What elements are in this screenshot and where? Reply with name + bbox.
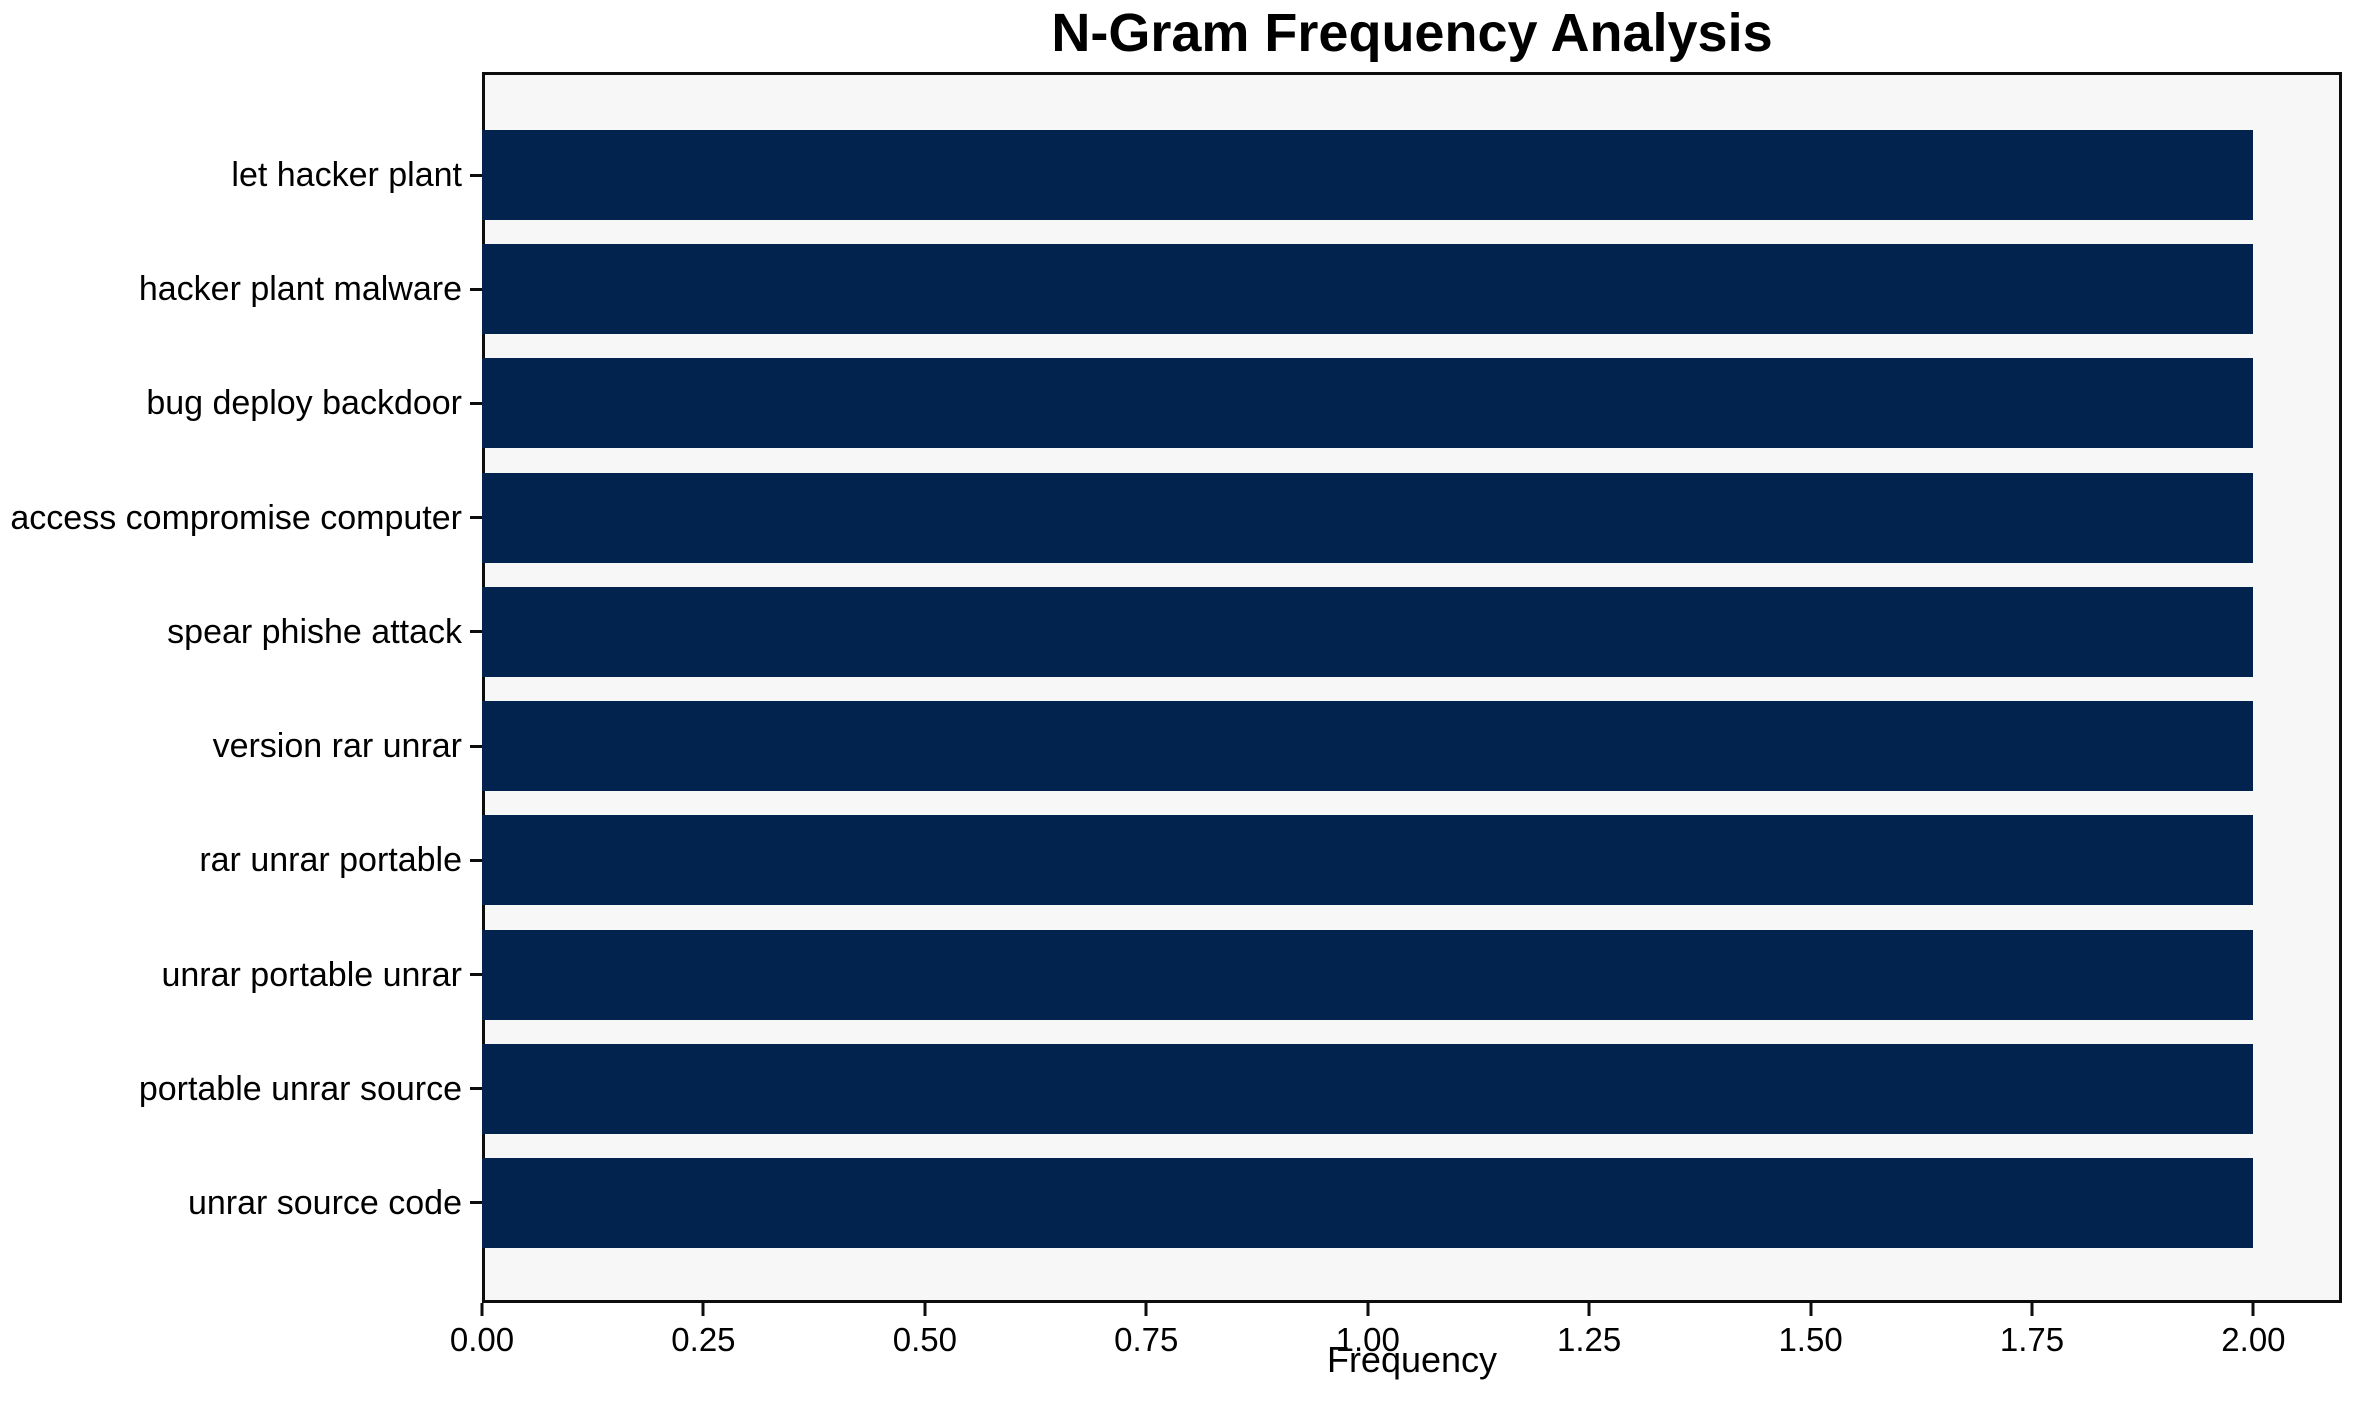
- y-tick-mark: [470, 401, 482, 405]
- bar-row: bug deploy backdoor: [0, 358, 2362, 449]
- bar-row: spear phishe attack: [0, 586, 2362, 677]
- x-tick-label: 1.50: [1778, 1321, 1843, 1358]
- bar: [482, 701, 2254, 792]
- y-tick-label: version rar unrar: [212, 727, 462, 766]
- bar-row: portable unrar source: [0, 1043, 2362, 1134]
- y-tick-mark: [470, 516, 482, 520]
- x-tick-label: 0.75: [1114, 1321, 1179, 1358]
- bar: [482, 1043, 2254, 1134]
- chart-title: N-Gram Frequency Analysis: [1051, 3, 1773, 63]
- bar-row: unrar source code: [0, 1157, 2362, 1248]
- bar-row: hacker plant malware: [0, 244, 2362, 335]
- y-tick-label: access compromise computer: [10, 498, 462, 537]
- bar: [482, 472, 2254, 563]
- bar: [482, 815, 2254, 906]
- y-tick-mark: [470, 630, 482, 634]
- x-tick-mark: [701, 1303, 705, 1316]
- y-tick-mark: [470, 1201, 482, 1205]
- x-tick-label: 0.50: [892, 1321, 957, 1358]
- bar-row: let hacker plant: [0, 130, 2362, 220]
- x-tick-mark: [2251, 1303, 2255, 1316]
- bar-rows: let hacker plant hacker plant malware bug …: [0, 72, 2362, 1303]
- bar-row: access compromise computer: [0, 472, 2362, 563]
- x-tick-label: 0.00: [449, 1321, 515, 1358]
- x-tick-mark: [1144, 1303, 1148, 1316]
- x-tick-label: 0.25: [671, 1321, 736, 1358]
- y-tick-label: unrar portable unrar: [161, 955, 462, 994]
- x-tick-mark: [1587, 1303, 1591, 1316]
- y-tick-mark: [470, 173, 482, 177]
- y-tick-mark: [470, 858, 482, 862]
- bar-row: unrar portable unrar: [0, 929, 2362, 1020]
- y-tick-label: portable unrar source: [138, 1069, 462, 1108]
- bar-row: version rar unrar: [0, 701, 2362, 792]
- y-tick-label: spear phishe attack: [167, 612, 462, 651]
- x-axis-label: Frequency: [1326, 1339, 1498, 1380]
- x-tick-mark: [480, 1303, 484, 1316]
- x-tick-mark: [1366, 1303, 1370, 1316]
- y-tick-label: rar unrar portable: [199, 841, 462, 880]
- x-tick-mark: [2030, 1303, 2034, 1316]
- bar-row: rar unrar portable: [0, 815, 2362, 906]
- bar: [482, 586, 2254, 677]
- y-tick-mark: [470, 744, 482, 748]
- bar: [482, 244, 2254, 335]
- y-tick-label: bug deploy backdoor: [146, 384, 462, 423]
- y-tick-label: unrar source code: [187, 1183, 462, 1222]
- x-tick-label: 1.75: [1999, 1321, 2065, 1358]
- x-tick-mark: [923, 1303, 927, 1316]
- x-tick-mark: [1809, 1303, 1813, 1316]
- bar: [482, 358, 2254, 449]
- y-tick-mark: [470, 973, 482, 977]
- y-tick-label: let hacker plant: [231, 156, 462, 194]
- x-tick-label: 2.00: [2221, 1321, 2286, 1358]
- y-tick-mark: [470, 287, 482, 291]
- x-tick-label: 1.00: [1335, 1321, 1400, 1358]
- bar: [482, 130, 2254, 220]
- bar: [482, 1157, 2254, 1248]
- y-tick-mark: [470, 1087, 482, 1091]
- y-tick-label: hacker plant malware: [138, 270, 462, 309]
- x-tick-label: 1.25: [1557, 1321, 1622, 1358]
- bar: [482, 929, 2254, 1020]
